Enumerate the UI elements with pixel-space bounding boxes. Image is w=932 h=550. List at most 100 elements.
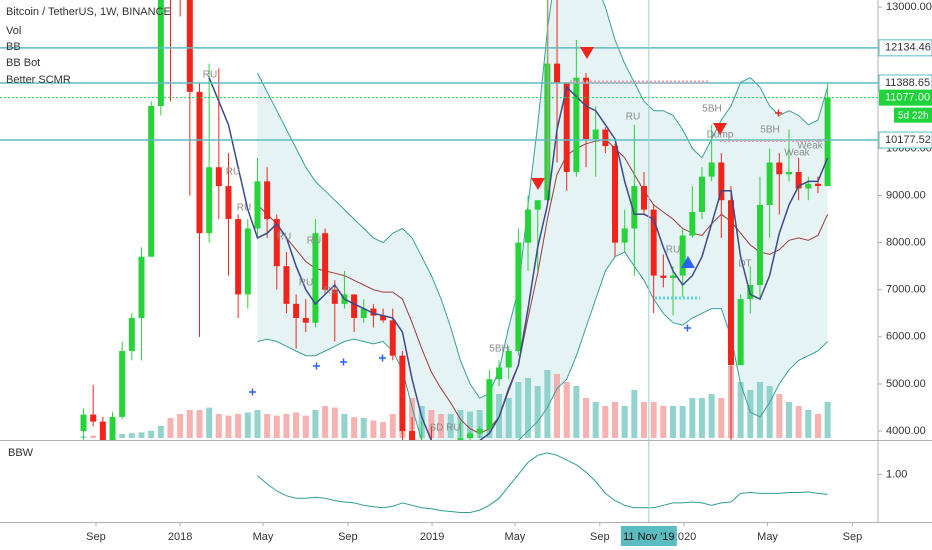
candle-body — [215, 167, 222, 187]
volume-bar — [312, 410, 319, 438]
volume-bar — [631, 390, 638, 438]
signal-annotation: RU — [324, 286, 338, 297]
candle-body — [660, 275, 667, 278]
y-tick-label: 1.00 — [886, 468, 907, 480]
x-tick-label: May — [253, 531, 274, 543]
y-tick-label: 4000.00 — [886, 425, 926, 437]
volume-bar — [505, 398, 512, 438]
candle-body — [109, 416, 116, 440]
candle-body — [583, 77, 590, 139]
candle-body — [505, 350, 512, 368]
volume-bar — [196, 410, 203, 438]
signals — [249, 0, 825, 396]
signal-annotation: SD RU — [429, 423, 460, 434]
legend: Bitcoin / TetherUS, 1W, BINANCE Vol BB B… — [6, 6, 171, 459]
bb-upper-line — [257, 0, 829, 399]
candle-body — [225, 186, 232, 220]
candle-body — [273, 219, 280, 267]
candle-body — [824, 97, 831, 187]
volume-bar — [698, 398, 705, 438]
candle-body — [708, 162, 715, 177]
volume-bar — [621, 406, 628, 438]
volume-bar — [186, 410, 193, 438]
volume-bar — [824, 402, 831, 438]
price-line-label-box — [878, 39, 932, 57]
volume-bar — [592, 402, 599, 438]
chart-title: Bitcoin / TetherUS, 1W, BINANCE — [6, 6, 171, 18]
volume-bar — [341, 414, 348, 438]
candle-body — [196, 91, 203, 234]
volume-bar — [235, 414, 242, 438]
candle-body — [409, 431, 416, 440]
candle-body — [351, 294, 358, 318]
y-tick-label: 8000.00 — [886, 237, 926, 249]
candle-body — [727, 200, 734, 366]
volume-bar — [467, 411, 474, 438]
bb-fill — [257, 0, 828, 440]
candle-body — [679, 235, 686, 276]
volume-bar — [689, 398, 696, 438]
candle-body — [563, 82, 570, 172]
candle-body — [148, 105, 155, 257]
volume-bar — [515, 382, 522, 438]
volume-bar — [650, 402, 657, 438]
candle-body — [206, 167, 213, 234]
x-tick-label: 2018 — [168, 531, 192, 543]
sell-signal — [531, 178, 545, 190]
volume-bar — [814, 414, 821, 438]
candle-body — [302, 317, 309, 323]
candle-body — [573, 77, 580, 172]
volume-bar — [167, 418, 174, 438]
indicator-label: Better SCMR — [6, 74, 71, 86]
y-tick-label: 9000.00 — [886, 189, 926, 201]
volume-bar — [766, 386, 773, 438]
candle-body — [602, 129, 609, 147]
cross-signal — [249, 324, 691, 396]
signal-annotation: 5BH — [760, 125, 779, 136]
volume-bar — [612, 402, 619, 438]
candle-body — [380, 315, 387, 321]
sell-signal — [713, 123, 727, 135]
bbw-title: BBW — [8, 447, 34, 459]
signal-annotation: Weak — [784, 148, 810, 159]
volume-bar — [708, 394, 715, 438]
volume-bar — [283, 414, 290, 438]
candle-body — [795, 171, 802, 189]
volume-bar — [679, 406, 686, 438]
volume-bar — [756, 382, 763, 438]
volume-bar — [351, 417, 358, 438]
volume-bar — [785, 402, 792, 438]
candle-body — [805, 183, 812, 189]
price-line-label-box — [878, 131, 932, 149]
candle-body — [80, 414, 87, 432]
volume-bar — [177, 414, 184, 438]
volume-bar — [776, 394, 783, 438]
candle-body — [737, 299, 744, 366]
sell-signal — [580, 47, 594, 59]
candle-body — [756, 204, 763, 286]
candle-body — [128, 317, 135, 351]
signal-annotation: RU — [203, 70, 217, 81]
volume-bar — [428, 410, 435, 438]
y-tick-label: 5000.00 — [886, 378, 926, 390]
candle-body — [814, 183, 821, 187]
volume-bar — [718, 398, 725, 438]
candle-body — [650, 209, 657, 276]
signal-annotation: RU — [237, 203, 251, 214]
candle-body — [698, 176, 705, 212]
volume-bar — [573, 386, 580, 438]
volume-bar — [244, 412, 251, 438]
candle-body — [360, 308, 367, 318]
candle-body — [766, 162, 773, 205]
candle-body — [99, 421, 106, 440]
volume-bar — [563, 382, 570, 438]
volume-bar — [138, 432, 145, 438]
scmr-line — [208, 77, 829, 440]
candle-body — [525, 209, 532, 243]
volume-bar — [641, 402, 648, 438]
candle-body — [669, 275, 676, 278]
candle-body — [476, 428, 483, 434]
candle-body — [186, 0, 193, 92]
